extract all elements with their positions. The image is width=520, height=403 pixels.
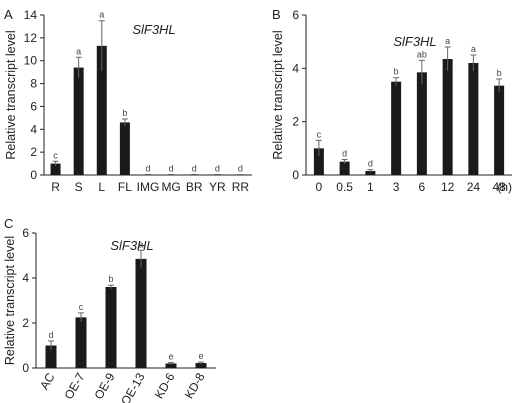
- bar: [195, 363, 207, 368]
- x-tick-label: OE-13: [118, 370, 148, 403]
- x-tick-label: KD-6: [152, 370, 178, 401]
- bar: [75, 317, 87, 368]
- x-tick-label: 24: [467, 180, 481, 194]
- significance-letter: d: [238, 164, 243, 174]
- y-tick-label: 0: [292, 168, 299, 182]
- significance-letter: b: [497, 68, 502, 78]
- bar: [119, 122, 130, 175]
- y-tick-label: 2: [30, 145, 37, 159]
- x-tick-label: KD-8: [182, 370, 208, 401]
- significance-letter: b: [122, 108, 127, 118]
- x-tick-label: AC: [37, 370, 58, 392]
- significance-letter: ab: [417, 49, 427, 59]
- bar: [135, 258, 147, 368]
- chart-panel-c: C 0 2 4 6 Relative transcript level SlF3HL d AC c…: [3, 216, 216, 403]
- y-tick-label: 4: [292, 61, 299, 75]
- x-tick-label: MG: [161, 180, 180, 194]
- bar: [391, 81, 402, 175]
- bar: [165, 363, 177, 368]
- x-tick-label: 48: [492, 180, 506, 194]
- x-tick-label: FL: [118, 180, 132, 194]
- bar: [50, 163, 61, 175]
- significance-letter: a: [99, 10, 104, 20]
- y-tick-label: 4: [22, 271, 29, 285]
- significance-letter: c: [317, 129, 322, 139]
- significance-letter: a: [445, 36, 450, 46]
- x-tick-label: 12: [441, 180, 455, 194]
- x-tick-label: 3: [393, 180, 400, 194]
- significance-letter: c: [79, 302, 84, 312]
- bar: [45, 345, 57, 368]
- significance-letter: d: [192, 163, 197, 173]
- x-tick-label: 6: [419, 180, 426, 194]
- y-tick-label: 6: [30, 99, 37, 113]
- bar: [494, 85, 505, 175]
- x-tick-label: RR: [232, 180, 250, 194]
- panel-letter: B: [272, 7, 281, 22]
- x-tick-label: 1: [367, 180, 374, 194]
- y-tick-label: 0: [22, 361, 29, 375]
- y-tick-label: 0: [30, 168, 37, 182]
- significance-letter: d: [215, 163, 220, 173]
- bar: [96, 45, 107, 175]
- chart-panel-a: A 0 2 4 6 8 10 12 14 Relative transcript level SlF…: [4, 7, 252, 194]
- y-axis-label: Relative transcript level: [4, 30, 18, 159]
- y-tick-label: 10: [24, 54, 38, 68]
- chart-title: SlF3HL: [393, 34, 436, 49]
- significance-letter: d: [342, 149, 347, 159]
- y-tick-label: 2: [292, 115, 299, 129]
- y-tick-label: 6: [22, 226, 29, 240]
- significance-letter: a: [76, 46, 81, 56]
- significance-letter: a: [471, 44, 476, 54]
- significance-letter: b: [108, 274, 113, 284]
- y-tick-label: 4: [30, 122, 37, 136]
- significance-letter: b: [394, 67, 399, 77]
- x-tick-label: R: [51, 180, 60, 194]
- y-tick-label: 6: [292, 8, 299, 22]
- y-tick-label: 2: [22, 316, 29, 330]
- significance-letter: d: [145, 163, 150, 173]
- chart-title: SlF3HL: [132, 22, 175, 37]
- bar: [313, 148, 324, 175]
- x-tick-label: YR: [209, 180, 226, 194]
- bar: [73, 67, 84, 175]
- significance-letter: c: [53, 150, 58, 160]
- x-tick-label: IMG: [137, 180, 160, 194]
- x-tick-label: S: [75, 180, 83, 194]
- x-tick-label: OE-9: [91, 370, 117, 402]
- y-tick-label: 12: [24, 31, 38, 45]
- bar: [416, 72, 427, 175]
- y-axis-label: Relative transcript level: [3, 236, 17, 365]
- y-tick-label: 8: [30, 77, 37, 91]
- bar: [339, 161, 350, 175]
- significance-letter: e: [198, 351, 203, 361]
- significance-letter: a: [138, 239, 143, 249]
- bar: [105, 287, 117, 368]
- x-tick-label: OE-7: [61, 370, 87, 402]
- significance-letter: e: [168, 352, 173, 362]
- x-tick-label: 0.5: [336, 180, 353, 194]
- bar: [365, 171, 376, 175]
- significance-letter: d: [169, 163, 174, 173]
- bar: [468, 63, 479, 175]
- y-axis-label: Relative transcript level: [271, 30, 285, 159]
- significance-letter: d: [48, 330, 53, 340]
- x-tick-label: BR: [186, 180, 203, 194]
- x-tick-label: 0: [316, 180, 323, 194]
- y-tick-label: 14: [24, 8, 38, 22]
- panel-letter: A: [4, 7, 13, 22]
- bar: [442, 59, 453, 175]
- x-tick-label: L: [98, 180, 105, 194]
- panel-letter: C: [4, 216, 13, 231]
- x-unit-label: (h): [497, 180, 512, 194]
- significance-letter: d: [368, 159, 373, 169]
- chart-title: SlF3HL: [110, 238, 153, 253]
